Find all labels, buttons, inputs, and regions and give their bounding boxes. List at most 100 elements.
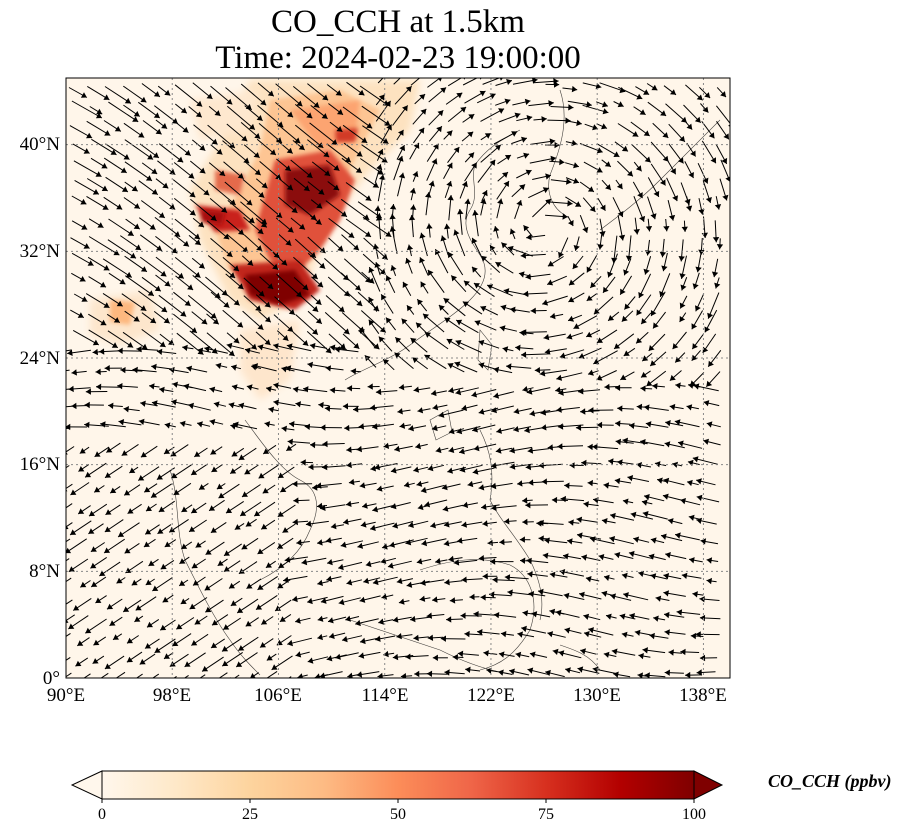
wind-vector-head (453, 229, 460, 236)
wind-vector-head (630, 511, 637, 518)
wind-vector-head (264, 316, 271, 323)
wind-vector-head (248, 217, 255, 224)
wind-vector-head (427, 634, 434, 641)
wind-vector-head (585, 576, 592, 583)
wind-vector-head (523, 152, 530, 159)
wind-vector-head (361, 137, 368, 143)
wind-vector-head (401, 318, 408, 325)
wind-vector-head (680, 284, 687, 291)
wind-vector-head (368, 277, 375, 284)
wind-vector-shaft (71, 100, 103, 119)
wind-vector-head (389, 204, 397, 210)
wind-vector-head (447, 195, 454, 201)
wind-vector-head (177, 156, 184, 163)
wind-vector-head (623, 350, 630, 356)
wind-vector-head (405, 539, 412, 546)
wind-vector-head (587, 443, 593, 451)
colorbar-label: CO_CCH (ppbv) (768, 771, 892, 791)
wind-vector-head (268, 406, 275, 413)
wind-vector-head (286, 184, 293, 191)
wind-vector-head (107, 603, 114, 610)
wind-vector-head (267, 90, 274, 97)
wind-vector-shaft (359, 85, 389, 107)
wind-vector-head (414, 670, 420, 678)
wind-vector-head (83, 148, 90, 154)
wind-vector-head (91, 581, 98, 587)
wind-vector-head (71, 369, 77, 376)
wind-vector-head (158, 506, 165, 512)
wind-vector-shaft (66, 503, 73, 509)
wind-vector-head (636, 309, 643, 316)
wind-vector-head (473, 445, 480, 452)
wind-vector-head (538, 588, 544, 596)
wind-vector-head (663, 226, 670, 232)
wind-vector-head (635, 165, 642, 172)
wind-vector-head (179, 420, 186, 427)
wind-vector-head (169, 168, 176, 175)
wind-vector-head (706, 421, 713, 428)
wind-vector-head (617, 459, 623, 466)
wind-vector-head (119, 278, 126, 285)
wind-vector-head (490, 558, 496, 565)
wind-vector-head (355, 619, 361, 627)
wind-vector-head (515, 344, 521, 351)
wind-vector-head (541, 478, 547, 485)
wind-vector-head (663, 573, 670, 580)
wind-vector-head (700, 538, 707, 545)
wind-vector-head (648, 553, 655, 560)
wind-vector-head (261, 619, 268, 625)
wind-vector-head (649, 632, 655, 640)
wind-vector-head (422, 71, 428, 77)
wind-vector-head (706, 380, 713, 387)
wind-vector-head (583, 501, 589, 508)
wind-vector-head (286, 147, 293, 154)
wind-vector-shaft (306, 331, 332, 354)
wind-vector-head (302, 284, 309, 291)
wind-vector-head (490, 482, 497, 490)
wind-vector-head (541, 116, 547, 123)
wind-vector-head (479, 90, 486, 97)
wind-vector-head (164, 653, 170, 659)
wind-vector-head (356, 300, 363, 306)
wind-vector-head (372, 578, 379, 586)
wind-vector-head (236, 661, 243, 667)
wind-vector-head (326, 655, 333, 662)
wind-vector-head (640, 385, 646, 392)
wind-vector-head (608, 315, 615, 321)
wind-vector-head (180, 598, 187, 604)
wind-vector-head (499, 538, 505, 546)
wind-vector-head (302, 340, 309, 346)
wind-vector-head (149, 224, 156, 230)
wind-vector-shaft (362, 216, 392, 238)
wind-vector-head (568, 220, 574, 226)
wind-vector-head (547, 260, 554, 267)
wind-vector-head (237, 173, 244, 179)
wind-vector-head (133, 316, 140, 322)
wind-vector-head (385, 231, 392, 237)
wind-vector-head (104, 526, 111, 532)
wind-vector-head (580, 648, 586, 655)
wind-vector-head (226, 342, 233, 349)
wind-vector-head (100, 281, 106, 288)
wind-vector-head (593, 358, 600, 365)
wind-vector-head (390, 503, 397, 510)
wind-vector-head (550, 312, 556, 320)
wind-vector-head (436, 126, 442, 133)
wind-vector-head (92, 189, 99, 195)
wind-vector-head (678, 256, 685, 262)
wind-vector-head (59, 660, 65, 666)
wind-vector-head (435, 249, 441, 256)
wind-vector-head (583, 613, 590, 620)
wind-vector-head (364, 231, 371, 237)
wind-vector-head (161, 306, 168, 313)
wind-vector-head (460, 612, 466, 619)
wind-vector-head (471, 391, 478, 398)
wind-vector-head (321, 463, 328, 471)
wind-vector-head (642, 355, 649, 362)
wind-vector-head (206, 93, 213, 99)
wind-vector-head (457, 650, 464, 657)
wind-vector-head (238, 454, 245, 460)
wind-vector-head (66, 547, 72, 554)
wind-vector-head (712, 237, 720, 243)
wind-vector-head (504, 98, 511, 105)
